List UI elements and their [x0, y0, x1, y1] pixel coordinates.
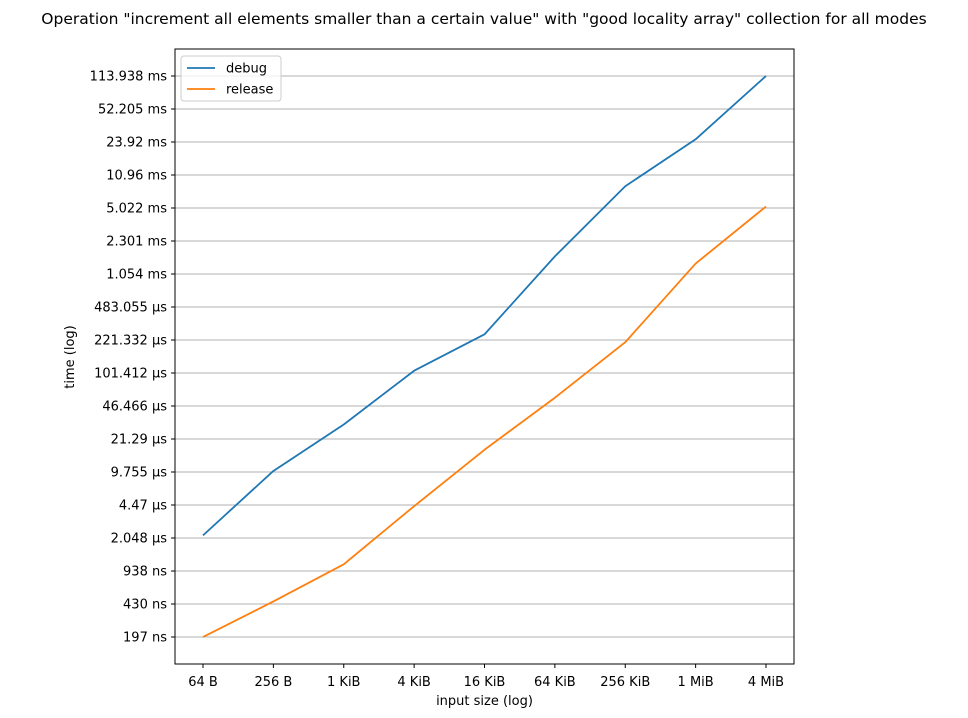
y-tick-label: 430 ns — [123, 597, 167, 612]
x-tick-label: 16 KiB — [464, 675, 506, 690]
y-axis: 197 ns 430 ns 938 ns 2.048 µs 4.47 µs 9.755 µ… — [90, 70, 175, 646]
y-tick-label: 23.92 ms — [106, 136, 167, 151]
x-tick-label: 1 KiB — [327, 675, 360, 690]
x-tick-label: 256 B — [254, 675, 292, 690]
x-tick-label: 64 B — [188, 675, 218, 690]
chart-title: Operation "increment all elements smalle… — [41, 10, 926, 28]
x-tick-label: 1 MiB — [678, 675, 714, 690]
y-tick-label: 52.205 ms — [98, 103, 167, 118]
x-axis-label: input size (log) — [436, 694, 533, 709]
y-tick-label: 4.47 µs — [119, 498, 167, 513]
y-tick-label: 46.466 µs — [102, 400, 167, 415]
y-tick-label: 938 ns — [123, 565, 167, 580]
plot-frame — [174, 48, 795, 665]
series-lines — [202, 75, 767, 638]
x-tick-label: 256 KiB — [600, 675, 650, 690]
x-axis: 64 B 256 B 1 KiB 4 KiB 16 KiB 64 KiB 256 KiB 1 … — [188, 664, 784, 690]
legend: debug release — [180, 55, 282, 102]
y-tick-label: 483.055 µs — [94, 301, 167, 316]
y-gridlines — [175, 75, 794, 638]
y-tick-label: 10.96 ms — [106, 168, 167, 183]
y-tick-label: 221.332 µs — [94, 333, 167, 348]
legend-label-release: release — [226, 83, 273, 98]
y-tick-label: 9.755 µs — [111, 466, 168, 481]
x-tick-label: 4 KiB — [397, 675, 430, 690]
y-tick-label: 101.412 µs — [94, 367, 167, 382]
y-axis-label: time (log) — [63, 325, 78, 388]
y-tick-label: 5.022 ms — [106, 201, 167, 216]
x-tick-label: 64 KiB — [534, 675, 576, 690]
y-tick-label: 113.938 ms — [90, 70, 168, 85]
y-tick-label: 1.054 ms — [106, 268, 167, 283]
y-tick-label: 21.29 µs — [111, 433, 168, 448]
y-tick-label: 2.048 µs — [111, 531, 168, 546]
x-tick-label: 4 MiB — [748, 675, 784, 690]
legend-label-debug: debug — [226, 62, 267, 77]
y-tick-label: 2.301 ms — [106, 234, 167, 249]
series-line-debug — [202, 75, 767, 537]
series-line-release — [202, 205, 767, 638]
y-tick-label: 197 ns — [123, 631, 167, 646]
